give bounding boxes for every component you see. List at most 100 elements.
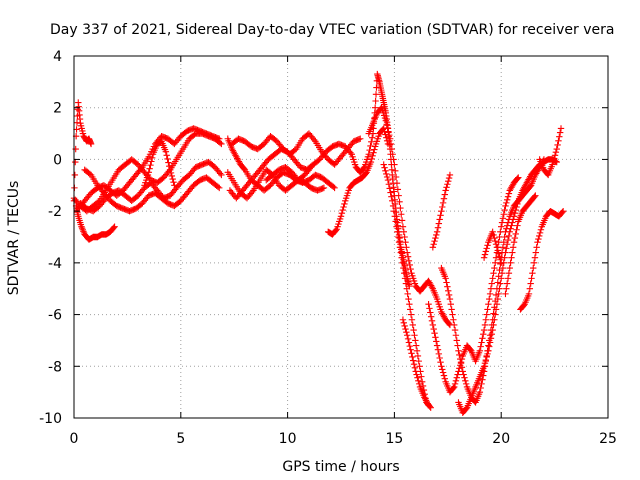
data-point bbox=[441, 375, 449, 382]
data-point bbox=[433, 228, 441, 236]
data-point bbox=[552, 148, 560, 156]
data-point bbox=[410, 361, 418, 368]
data-point bbox=[439, 366, 446, 373]
data-point bbox=[499, 244, 507, 251]
data-point bbox=[512, 230, 519, 238]
data-point bbox=[455, 347, 462, 354]
data-point bbox=[527, 280, 534, 287]
data-point bbox=[492, 306, 500, 313]
data-point bbox=[395, 233, 402, 241]
data-point bbox=[532, 249, 540, 256]
data-point bbox=[480, 363, 488, 370]
data-point bbox=[425, 301, 432, 308]
data-point bbox=[462, 377, 469, 384]
data-point bbox=[404, 249, 411, 256]
data-point bbox=[489, 326, 496, 334]
data-point bbox=[486, 339, 494, 346]
data-point bbox=[383, 170, 390, 178]
data-point bbox=[483, 353, 490, 361]
data-point bbox=[486, 343, 493, 350]
data-point bbox=[431, 237, 438, 245]
data-point bbox=[171, 182, 178, 189]
data-point bbox=[167, 169, 175, 177]
data-point bbox=[480, 254, 488, 261]
data-point bbox=[536, 229, 544, 237]
data-track bbox=[480, 228, 505, 267]
data-point bbox=[499, 264, 507, 272]
chart-title: Day 337 of 2021, Sidereal Day-to-day VTE… bbox=[50, 22, 614, 38]
data-point bbox=[401, 233, 408, 241]
data-point bbox=[485, 301, 492, 308]
data-point bbox=[409, 353, 416, 361]
data-point bbox=[492, 311, 499, 318]
data-point bbox=[535, 235, 542, 243]
data-point bbox=[551, 152, 559, 159]
data-point bbox=[499, 215, 507, 222]
data-point bbox=[392, 167, 399, 175]
data-point bbox=[445, 177, 452, 185]
data-point bbox=[384, 176, 392, 184]
data-point bbox=[435, 350, 443, 358]
data-point bbox=[396, 244, 404, 251]
data-point bbox=[446, 171, 454, 179]
data-point bbox=[337, 213, 345, 220]
data-point bbox=[389, 197, 396, 204]
data-point bbox=[386, 131, 393, 139]
data-point bbox=[397, 249, 405, 256]
data-point bbox=[490, 231, 497, 239]
data-point bbox=[137, 165, 145, 172]
data-point bbox=[372, 91, 380, 98]
data-point bbox=[389, 202, 397, 210]
data-point bbox=[559, 208, 566, 216]
data-point bbox=[393, 223, 400, 230]
data-point bbox=[393, 180, 401, 187]
data-point bbox=[526, 285, 534, 292]
data-point bbox=[514, 200, 521, 208]
y-tick-labels: -10 -8 -6 -4 -2 0 2 4 bbox=[39, 49, 62, 427]
data-point bbox=[399, 316, 407, 323]
data-point bbox=[494, 247, 501, 254]
data-point bbox=[389, 151, 396, 158]
data-point bbox=[166, 162, 173, 170]
data-point bbox=[490, 321, 497, 329]
data-point bbox=[498, 219, 506, 226]
data-point bbox=[400, 228, 407, 236]
y-tick-label: -6 bbox=[48, 308, 62, 324]
data-point bbox=[439, 369, 447, 376]
data-point bbox=[402, 280, 410, 287]
data-point bbox=[388, 193, 395, 200]
data-point bbox=[501, 254, 508, 261]
data-point bbox=[145, 169, 152, 176]
data-point bbox=[306, 165, 314, 172]
data-point bbox=[533, 244, 540, 251]
data-point bbox=[503, 285, 510, 292]
data-point bbox=[409, 357, 417, 364]
data-point bbox=[413, 371, 420, 378]
data-point bbox=[386, 185, 393, 192]
data-point bbox=[397, 204, 404, 212]
data-point bbox=[507, 225, 514, 232]
data-point bbox=[530, 259, 538, 267]
data-point bbox=[369, 152, 376, 160]
x-tick-labels: 0 5 10 15 20 25 bbox=[70, 431, 617, 447]
data-point bbox=[493, 301, 501, 308]
data-point bbox=[505, 232, 513, 240]
data-point bbox=[531, 254, 539, 261]
data-point bbox=[503, 241, 511, 248]
data-track bbox=[455, 156, 560, 417]
data-point bbox=[513, 226, 520, 233]
data-point bbox=[443, 279, 450, 286]
data-point bbox=[450, 384, 457, 392]
data-track bbox=[81, 166, 223, 215]
data-point bbox=[360, 165, 367, 172]
data-point bbox=[415, 380, 423, 388]
data-point bbox=[436, 354, 443, 362]
data-point bbox=[531, 193, 538, 200]
x-tick-label: 15 bbox=[385, 431, 403, 447]
data-point bbox=[404, 290, 411, 298]
data-point bbox=[71, 171, 79, 179]
data-point bbox=[496, 285, 503, 292]
data-point bbox=[411, 332, 418, 339]
data-point bbox=[503, 245, 510, 252]
